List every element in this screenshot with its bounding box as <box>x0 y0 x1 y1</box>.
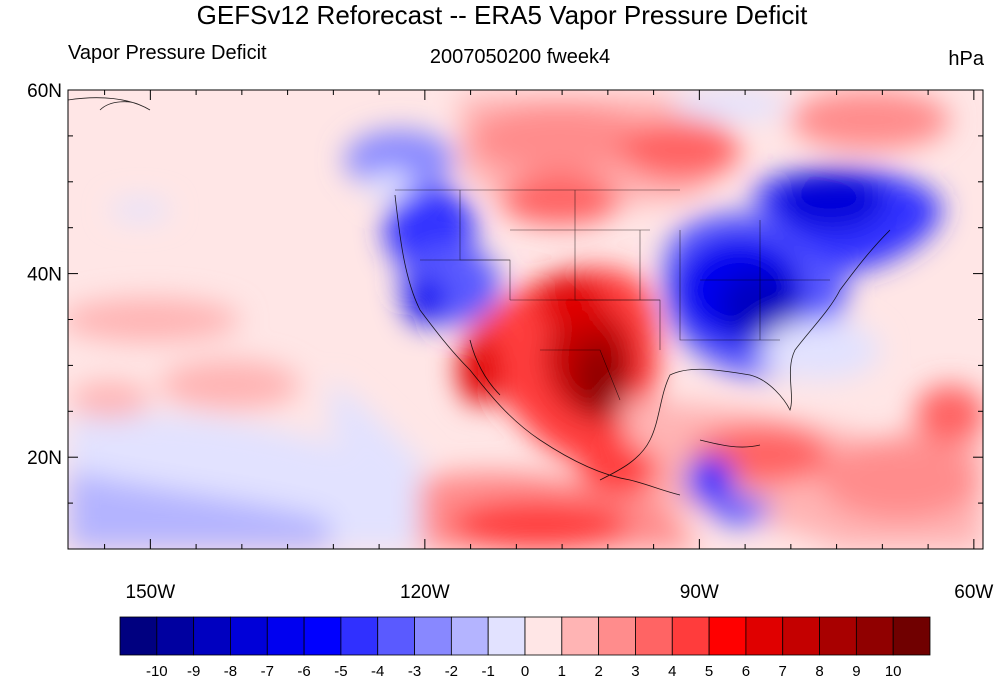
colorbar-label: -10 <box>146 663 168 680</box>
colorbar-label: -3 <box>408 663 421 680</box>
anomaly-field <box>68 90 983 549</box>
units-label: hPa <box>948 48 984 70</box>
colorbar-label: 1 <box>558 663 566 680</box>
colorbar-label: 9 <box>852 663 860 680</box>
colorbar-label: -6 <box>297 663 310 680</box>
colorbar-box <box>266 616 305 656</box>
colorbar-label: -5 <box>334 663 347 680</box>
colorbar-box <box>340 616 379 656</box>
colorbar-box <box>892 616 931 656</box>
colorbar-box <box>598 616 636 656</box>
colorbar-box <box>782 616 820 656</box>
colorbar-box <box>524 616 563 656</box>
colorbar-box <box>819 616 857 656</box>
coastlines <box>68 97 891 496</box>
colorbar-box <box>708 616 747 656</box>
state-boundaries <box>395 189 830 401</box>
colorbar-label: 10 <box>885 663 902 680</box>
colorbar <box>119 616 931 656</box>
colorbar-label: 4 <box>668 663 676 680</box>
colorbar-box <box>119 616 158 656</box>
colorbar-box <box>855 616 894 656</box>
colorbar-label: 8 <box>815 663 823 680</box>
colorbar-box <box>671 616 710 656</box>
colorbar-box <box>230 616 268 656</box>
colorbar-box <box>156 616 195 656</box>
lon-tick-label: 60W <box>954 582 993 603</box>
colorbar-box <box>745 616 784 656</box>
colorbar-label: 5 <box>705 663 713 680</box>
colorbar-label: 0 <box>521 663 529 680</box>
colorbar-box <box>303 616 342 656</box>
colorbar-label: 7 <box>779 663 787 680</box>
colorbar-box <box>561 616 600 656</box>
colorbar-label: 3 <box>631 663 639 680</box>
colorbar-label: -2 <box>445 663 458 680</box>
colorbar-label: -1 <box>482 663 495 680</box>
colorbar-label: -7 <box>261 663 274 680</box>
colorbar-box <box>193 616 231 656</box>
colorbar-label: -4 <box>371 663 384 680</box>
colorbar-box <box>377 616 415 656</box>
colorbar-label: 6 <box>742 663 750 680</box>
lon-tick-label: 90W <box>680 582 719 603</box>
colorbar-label: -9 <box>187 663 200 680</box>
colorbar-label: 2 <box>594 663 602 680</box>
map-title: GEFSv12 Reforecast -- ERA5 Vapor Pressur… <box>196 0 808 30</box>
lon-tick-label: 120W <box>400 582 450 603</box>
colorbar-label: -8 <box>224 663 237 680</box>
colorbar-box <box>414 616 452 656</box>
colorbar-box <box>487 616 526 656</box>
colorbar-box <box>450 616 489 656</box>
lon-tick-label: 150W <box>126 582 176 603</box>
variable-label: Vapor Pressure Deficit <box>68 42 267 64</box>
lat-tick-label: 20N <box>27 448 62 469</box>
date-label: 2007050200 fweek4 <box>429 46 611 68</box>
lat-tick-label: 60N <box>27 81 62 102</box>
lat-tick-label: 40N <box>27 265 62 286</box>
colorbar-box <box>635 616 673 656</box>
